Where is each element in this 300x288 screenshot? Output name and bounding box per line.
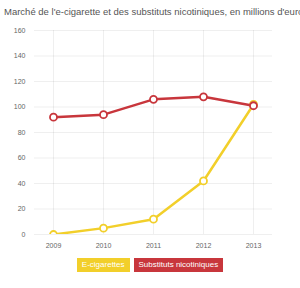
svg-text:2009: 2009 [46,242,62,249]
svg-text:40: 40 [18,180,26,187]
svg-text:0: 0 [22,231,26,238]
html-text:Substituts nicotiniques: Substituts nicotiniques [138,260,219,269]
svg-text:160: 160 [14,27,26,34]
svg-text:2013: 2013 [246,242,262,249]
svg-text:80: 80 [18,129,26,136]
html-text:E-cigarettes: E-cigarettes [81,260,125,269]
svg-text:140: 140 [14,52,26,59]
svg-text:20: 20 [18,205,26,212]
svg-text:60: 60 [18,154,26,161]
svg-text:2010: 2010 [96,242,112,249]
svg-text:2012: 2012 [196,242,212,249]
svg-text:2011: 2011 [146,242,161,249]
svg-text:120: 120 [14,78,26,85]
svg-text:100: 100 [14,103,26,110]
